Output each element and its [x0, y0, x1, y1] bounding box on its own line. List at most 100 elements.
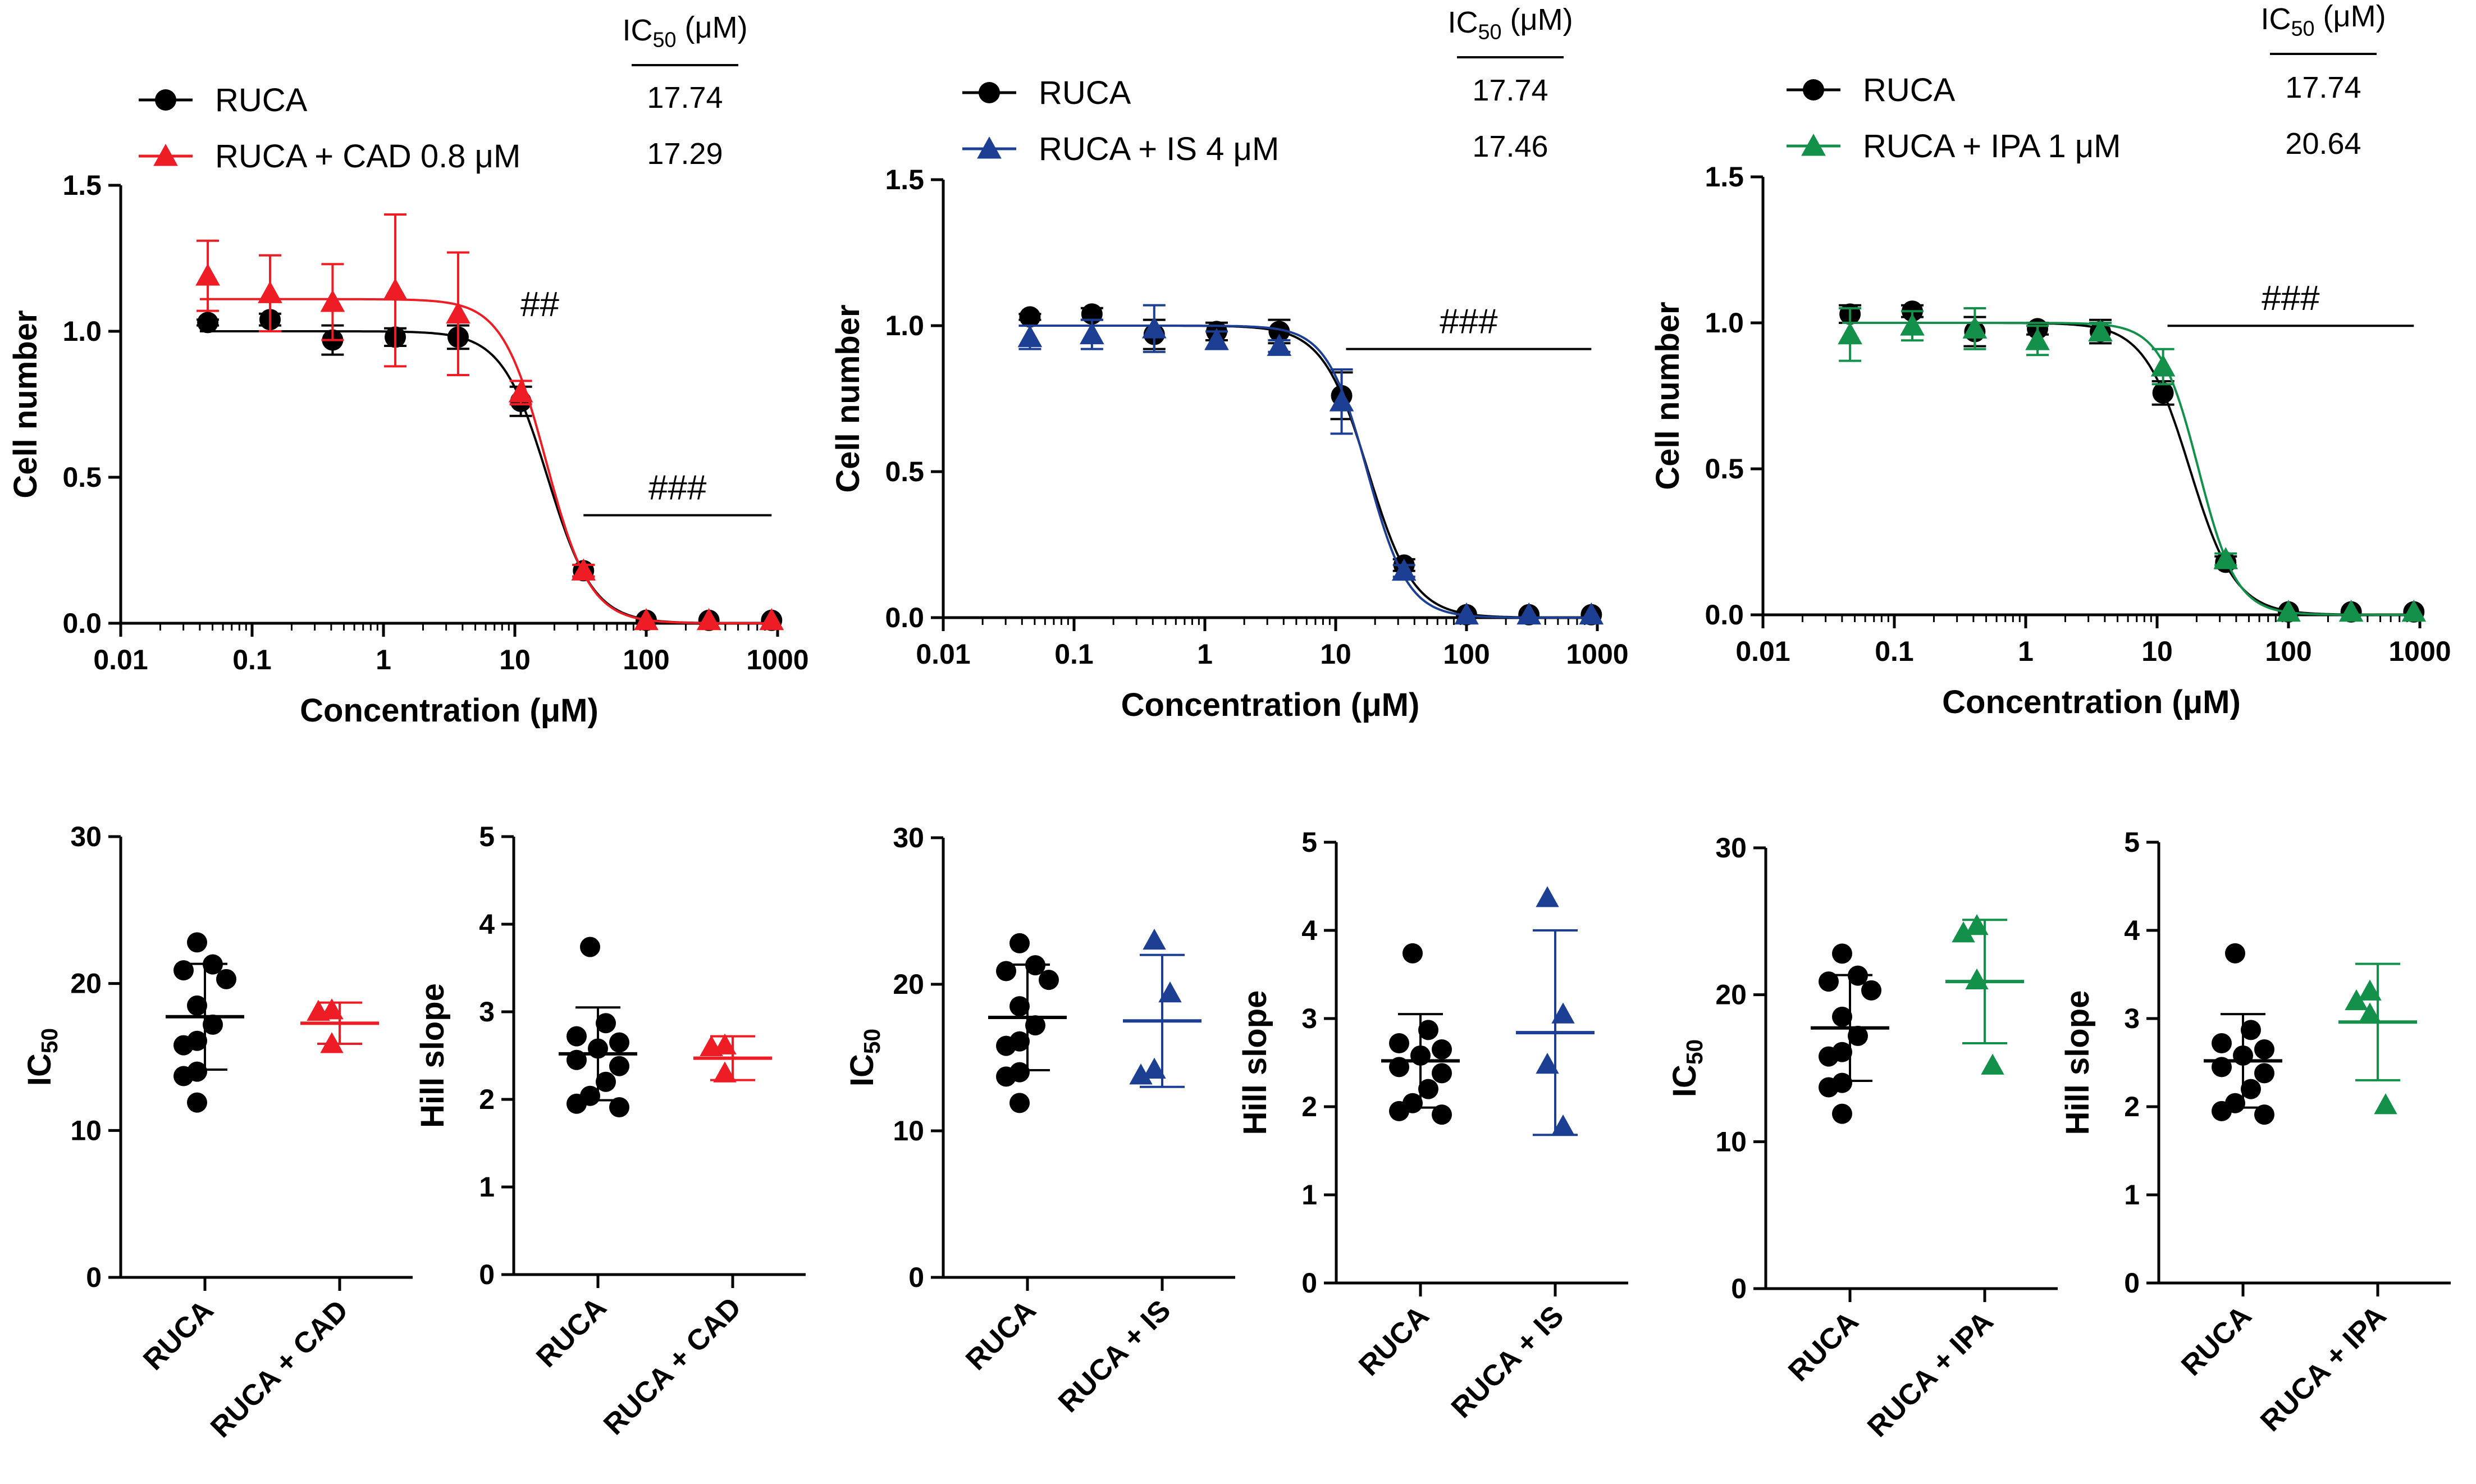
y-tick-label: 10 [70, 1115, 102, 1146]
data-point [1080, 322, 1104, 345]
y-axis-label: IC50 [1666, 1039, 1707, 1097]
x-tick-label: RUCA [1782, 1305, 1865, 1387]
y-axis-label: IC50 [844, 1029, 885, 1086]
data-point [1454, 602, 1479, 625]
data-point [1965, 968, 1989, 990]
x-tick-label: RUCA [960, 1294, 1042, 1376]
significance-mark: ## [520, 285, 559, 324]
y-tick-label: 0.0 [885, 602, 924, 633]
data-point [1819, 971, 1839, 992]
series-1 [1017, 304, 1604, 625]
data-point [2152, 382, 2174, 404]
group-0 [988, 933, 1067, 1113]
x-tick-label: 1 [376, 644, 391, 675]
data-point [2241, 1079, 2261, 1099]
y-axis-label: Cell number [830, 304, 866, 492]
series-1 [1838, 307, 2427, 622]
y-tick-label: 4 [1301, 915, 1317, 946]
dose-response-panel-C: 0.0 0.5 1.0 1.5 0.01 0.1 1 10 100 1000 Concentrati… [1650, 0, 2451, 720]
y-axis-label: Cell number [7, 310, 44, 498]
group-0 [1381, 943, 1460, 1125]
data-point [1158, 981, 1182, 1003]
x-tick-label: 0.1 [1054, 638, 1094, 670]
group-1 [1945, 914, 2024, 1075]
data-point [2213, 547, 2239, 569]
data-point [173, 960, 194, 981]
x-tick-label: 10 [2141, 636, 2173, 667]
data-point [383, 278, 408, 300]
data-point [1848, 1025, 1868, 1046]
fit-curve [1022, 325, 1595, 619]
data-point [2401, 599, 2427, 622]
data-point [173, 1035, 194, 1056]
ic50-header: IC50 (μM) [2260, 0, 2386, 40]
data-point [1981, 1053, 2004, 1075]
x-tick-label: RUCA + IPA [1861, 1305, 1999, 1443]
dose-response-panel-B: 0.0 0.5 1.0 1.5 0.01 0.1 1 10 100 1000 Concentrati… [830, 3, 1629, 723]
data-point [1009, 996, 1030, 1017]
y-tick-label: 3 [2124, 1003, 2140, 1034]
data-point [2345, 989, 2368, 1011]
y-tick-label: 20 [893, 969, 924, 1000]
ic50-header: IC50 (μM) [1447, 3, 1573, 44]
x-tick-label: RUCA + IS [1052, 1294, 1177, 1419]
data-point [1965, 914, 1989, 935]
y-tick-label: 30 [1715, 832, 1747, 864]
data-point [195, 263, 220, 286]
data-point [1819, 1046, 1839, 1067]
data-point [713, 1061, 737, 1083]
data-point [1329, 389, 1354, 412]
legend-label: RUCA + CAD 0.8 μM [215, 138, 520, 175]
ic50-value: 17.74 [647, 81, 723, 115]
y-tick-label: 5 [2124, 827, 2140, 858]
y-tick-label: 0.0 [1705, 599, 1744, 631]
data-point [1391, 558, 1417, 581]
y-tick-label: 1 [2124, 1179, 2140, 1211]
y-tick-label: 0.0 [62, 608, 102, 639]
data-point [1418, 1079, 1438, 1099]
y-tick-label: 10 [1715, 1126, 1747, 1157]
ic50-value: 17.74 [1472, 74, 1548, 107]
ic50-value: 17.46 [1472, 130, 1548, 163]
data-point [320, 1032, 344, 1053]
x-tick-label: 0.01 [916, 638, 970, 670]
data-point [1129, 1063, 1153, 1085]
data-point [1025, 1015, 1045, 1036]
legend-marker [1801, 134, 1826, 156]
data-point [216, 969, 236, 989]
data-point [1551, 1002, 1575, 1024]
y-tick-label: 20 [1715, 979, 1747, 1011]
ic50-value: 20.64 [2285, 127, 2361, 161]
x-tick-label: 100 [2265, 636, 2311, 667]
data-point [2254, 1104, 2274, 1125]
data-point [634, 608, 659, 631]
x-tick-label: 0.1 [232, 644, 272, 675]
group-1 [2338, 962, 2417, 1115]
group-1 [300, 998, 379, 1053]
x-tick-label: RUCA [2175, 1299, 2258, 1382]
data-point [1418, 1020, 1438, 1040]
ic50-value: 17.29 [647, 137, 723, 171]
data-point [2254, 1063, 2274, 1084]
data-point [1861, 980, 1881, 1001]
y-axis-label: Cell number [1650, 302, 1686, 490]
x-axis-label: Concentration (μM) [1121, 687, 1420, 723]
group-1 [693, 1033, 772, 1083]
significance-mark: ### [2262, 279, 2320, 318]
data-point [2241, 1020, 2261, 1040]
y-tick-label: 1 [1301, 1179, 1317, 1211]
data-point [1141, 316, 1167, 339]
data-point [700, 1035, 723, 1056]
x-tick-label: 10 [499, 644, 531, 675]
x-tick-label: 1 [2018, 636, 2034, 667]
significance-mark: ### [648, 469, 707, 508]
x-tick-label: RUCA + IPA [2254, 1299, 2392, 1437]
data-point [1516, 602, 1542, 625]
y-tick-label: 0.5 [1705, 453, 1744, 485]
y-tick-label: 4 [479, 908, 495, 940]
data-point [609, 1032, 629, 1053]
data-point [258, 281, 282, 303]
data-point [1832, 1006, 1852, 1027]
data-point [1838, 322, 1862, 345]
